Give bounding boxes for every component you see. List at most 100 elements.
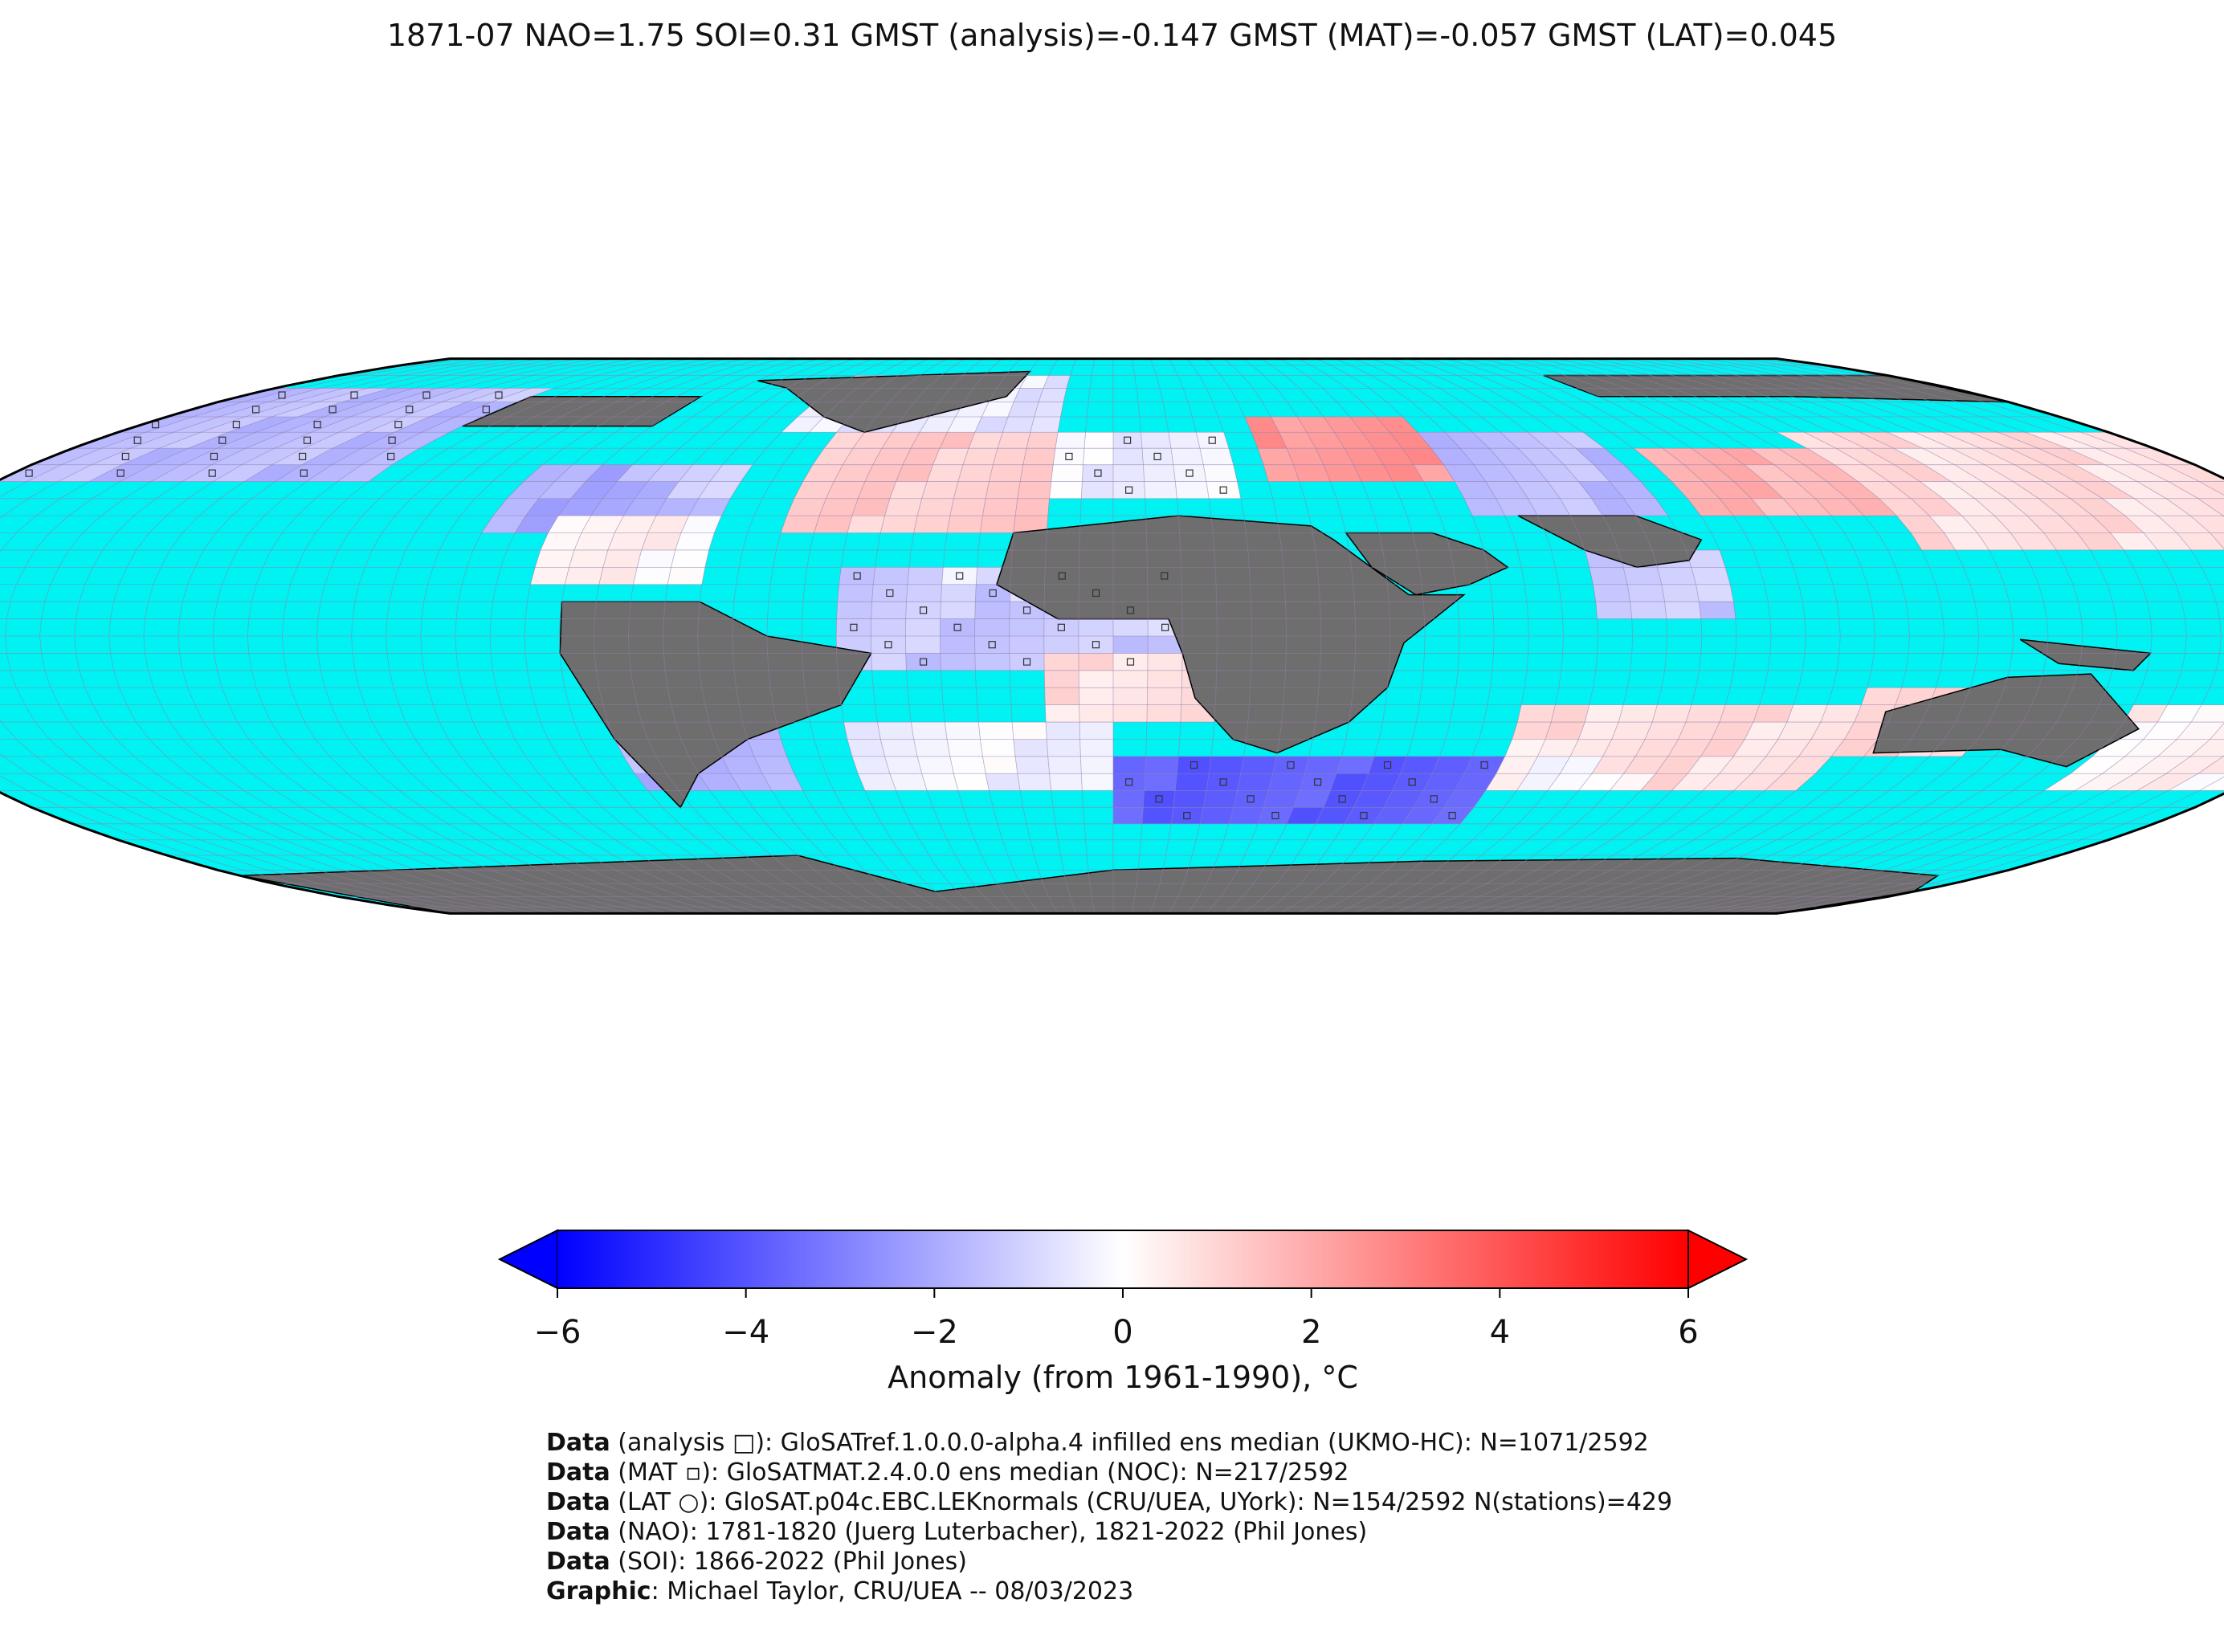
anomaly-cell: [656, 498, 699, 516]
credit-line-heading: Data: [546, 1518, 610, 1546]
anomaly-cell: [1113, 432, 1142, 449]
anomaly-cell: [1443, 790, 1486, 808]
anomaly-cell: [1630, 602, 1667, 619]
anomaly-cell: [1765, 739, 1812, 757]
anomaly-cell: [416, 388, 484, 402]
anomaly-cell: [377, 402, 442, 417]
anomaly-cell: [998, 432, 1030, 449]
credit-line-heading: Data: [546, 1458, 610, 1487]
analysis-marker: [1124, 486, 1133, 494]
anomaly-cell: [1044, 670, 1079, 688]
analysis-marker: [328, 406, 337, 414]
anomaly-cell: [1143, 464, 1176, 482]
anomaly-cell: [1009, 653, 1045, 671]
anomaly-cell: [2199, 773, 2224, 791]
anomaly-cell: [1017, 773, 1051, 791]
anomaly-cell: [1414, 464, 1455, 482]
anomaly-cell: [1700, 739, 1745, 757]
anomaly-cell: [1485, 773, 1528, 791]
analysis-marker: [1126, 606, 1135, 614]
anomaly-cell: [871, 584, 908, 602]
anomaly-cell: [1043, 375, 1071, 389]
anomaly-cell: [906, 584, 942, 602]
credit-line: Data (NAO): 1781-1820 (Juerg Luterbacher…: [546, 1517, 1672, 1547]
anomaly-cell: [1432, 756, 1472, 774]
anomaly-cell: [1942, 432, 2010, 449]
anomaly-cell: [1464, 756, 1505, 774]
analysis-marker: [1338, 795, 1346, 803]
anomaly-cell: [590, 498, 635, 516]
anomaly-cell: [1667, 739, 1712, 757]
anomaly-cell: [267, 388, 345, 402]
anomaly-cell: [872, 448, 911, 465]
analysis-marker: [956, 572, 964, 580]
anomaly-cell: [957, 464, 994, 482]
anomaly-cell: [2014, 464, 2075, 482]
anomaly-cell: [836, 618, 871, 636]
anomaly-cell: [1703, 481, 1752, 499]
anomaly-cell: [1591, 756, 1636, 774]
anomaly-cell: [1081, 773, 1113, 791]
anomaly-cell: [275, 432, 339, 449]
anomaly-cell: [905, 602, 941, 619]
anomaly-cell: [2095, 448, 2165, 465]
anomaly-cell: [2102, 498, 2158, 516]
analysis-marker: [303, 436, 312, 444]
analysis-marker: [1430, 795, 1438, 803]
anomaly-cell: [851, 498, 890, 516]
observation-markers: [25, 391, 1488, 820]
anomaly-cell: [1142, 448, 1173, 465]
anomaly-cell: [1171, 448, 1204, 465]
analysis-marker: [1408, 778, 1416, 786]
anomaly-cell: [1316, 807, 1354, 824]
anomaly-cell: [1113, 687, 1148, 705]
anomaly-cell: [1013, 516, 1048, 533]
anomaly-cell: [1686, 549, 1726, 568]
anomaly-cell: [1911, 498, 1962, 516]
anomaly-cell: [2157, 516, 2210, 533]
anomaly-cell: [1113, 807, 1144, 824]
anomaly-cell: [2166, 498, 2223, 516]
anomaly-cell: [1753, 704, 1793, 723]
anomaly-cell: [1175, 481, 1210, 499]
anomaly-cell: [145, 417, 219, 433]
anomaly-cell: [2067, 448, 2136, 465]
anomaly-cell: [2134, 498, 2191, 516]
anomaly-cell: [1528, 756, 1570, 774]
anomaly-cell: [1623, 567, 1662, 585]
anomaly-cell: [350, 402, 417, 417]
credits-block: Data (analysis □): GloSATref.1.0.0.0-alp…: [546, 1428, 1672, 1606]
anomaly-cell: [1578, 481, 1624, 499]
anomaly-cell: [1528, 498, 1570, 516]
anomaly-cell: [1749, 448, 1805, 465]
analysis-marker: [1153, 452, 1161, 461]
anomaly-cell: [851, 756, 890, 774]
anomaly-cell: [889, 773, 928, 791]
anomaly-cell: [1547, 773, 1592, 791]
anomaly-cell: [2199, 481, 2224, 499]
anomaly-cell: [339, 417, 403, 433]
anomaly-cell: [1774, 464, 1827, 482]
anomaly-cell: [1014, 388, 1043, 402]
anomaly-cell: [2081, 432, 2154, 449]
anomaly-cell: [1678, 722, 1720, 740]
anomaly-cell: [2124, 739, 2177, 757]
anomaly-cell: [1146, 704, 1181, 723]
anomaly-cell: [1744, 464, 1796, 482]
analysis-marker: [886, 589, 894, 598]
anomaly-cell: [1113, 448, 1144, 465]
anomaly-cell: [2106, 481, 2167, 499]
anomaly-cell: [1015, 498, 1050, 516]
credit-line-text: (SOI): 1866-2022 (Phil Jones): [610, 1548, 967, 1576]
anomaly-cell: [1798, 739, 1845, 757]
analysis-marker: [278, 391, 286, 399]
anomaly-cell: [2157, 704, 2202, 723]
anomaly-cell: [121, 448, 189, 465]
analysis-marker: [218, 436, 226, 444]
anomaly-cell: [974, 618, 1010, 636]
anomaly-cell: [1832, 432, 1894, 449]
analysis-marker: [133, 436, 141, 444]
anomaly-cell: [905, 618, 941, 636]
colorbar-ticks: −6 −4 −2 0 2 4 6: [534, 1288, 1699, 1351]
anomaly-cell: [1834, 464, 1889, 482]
